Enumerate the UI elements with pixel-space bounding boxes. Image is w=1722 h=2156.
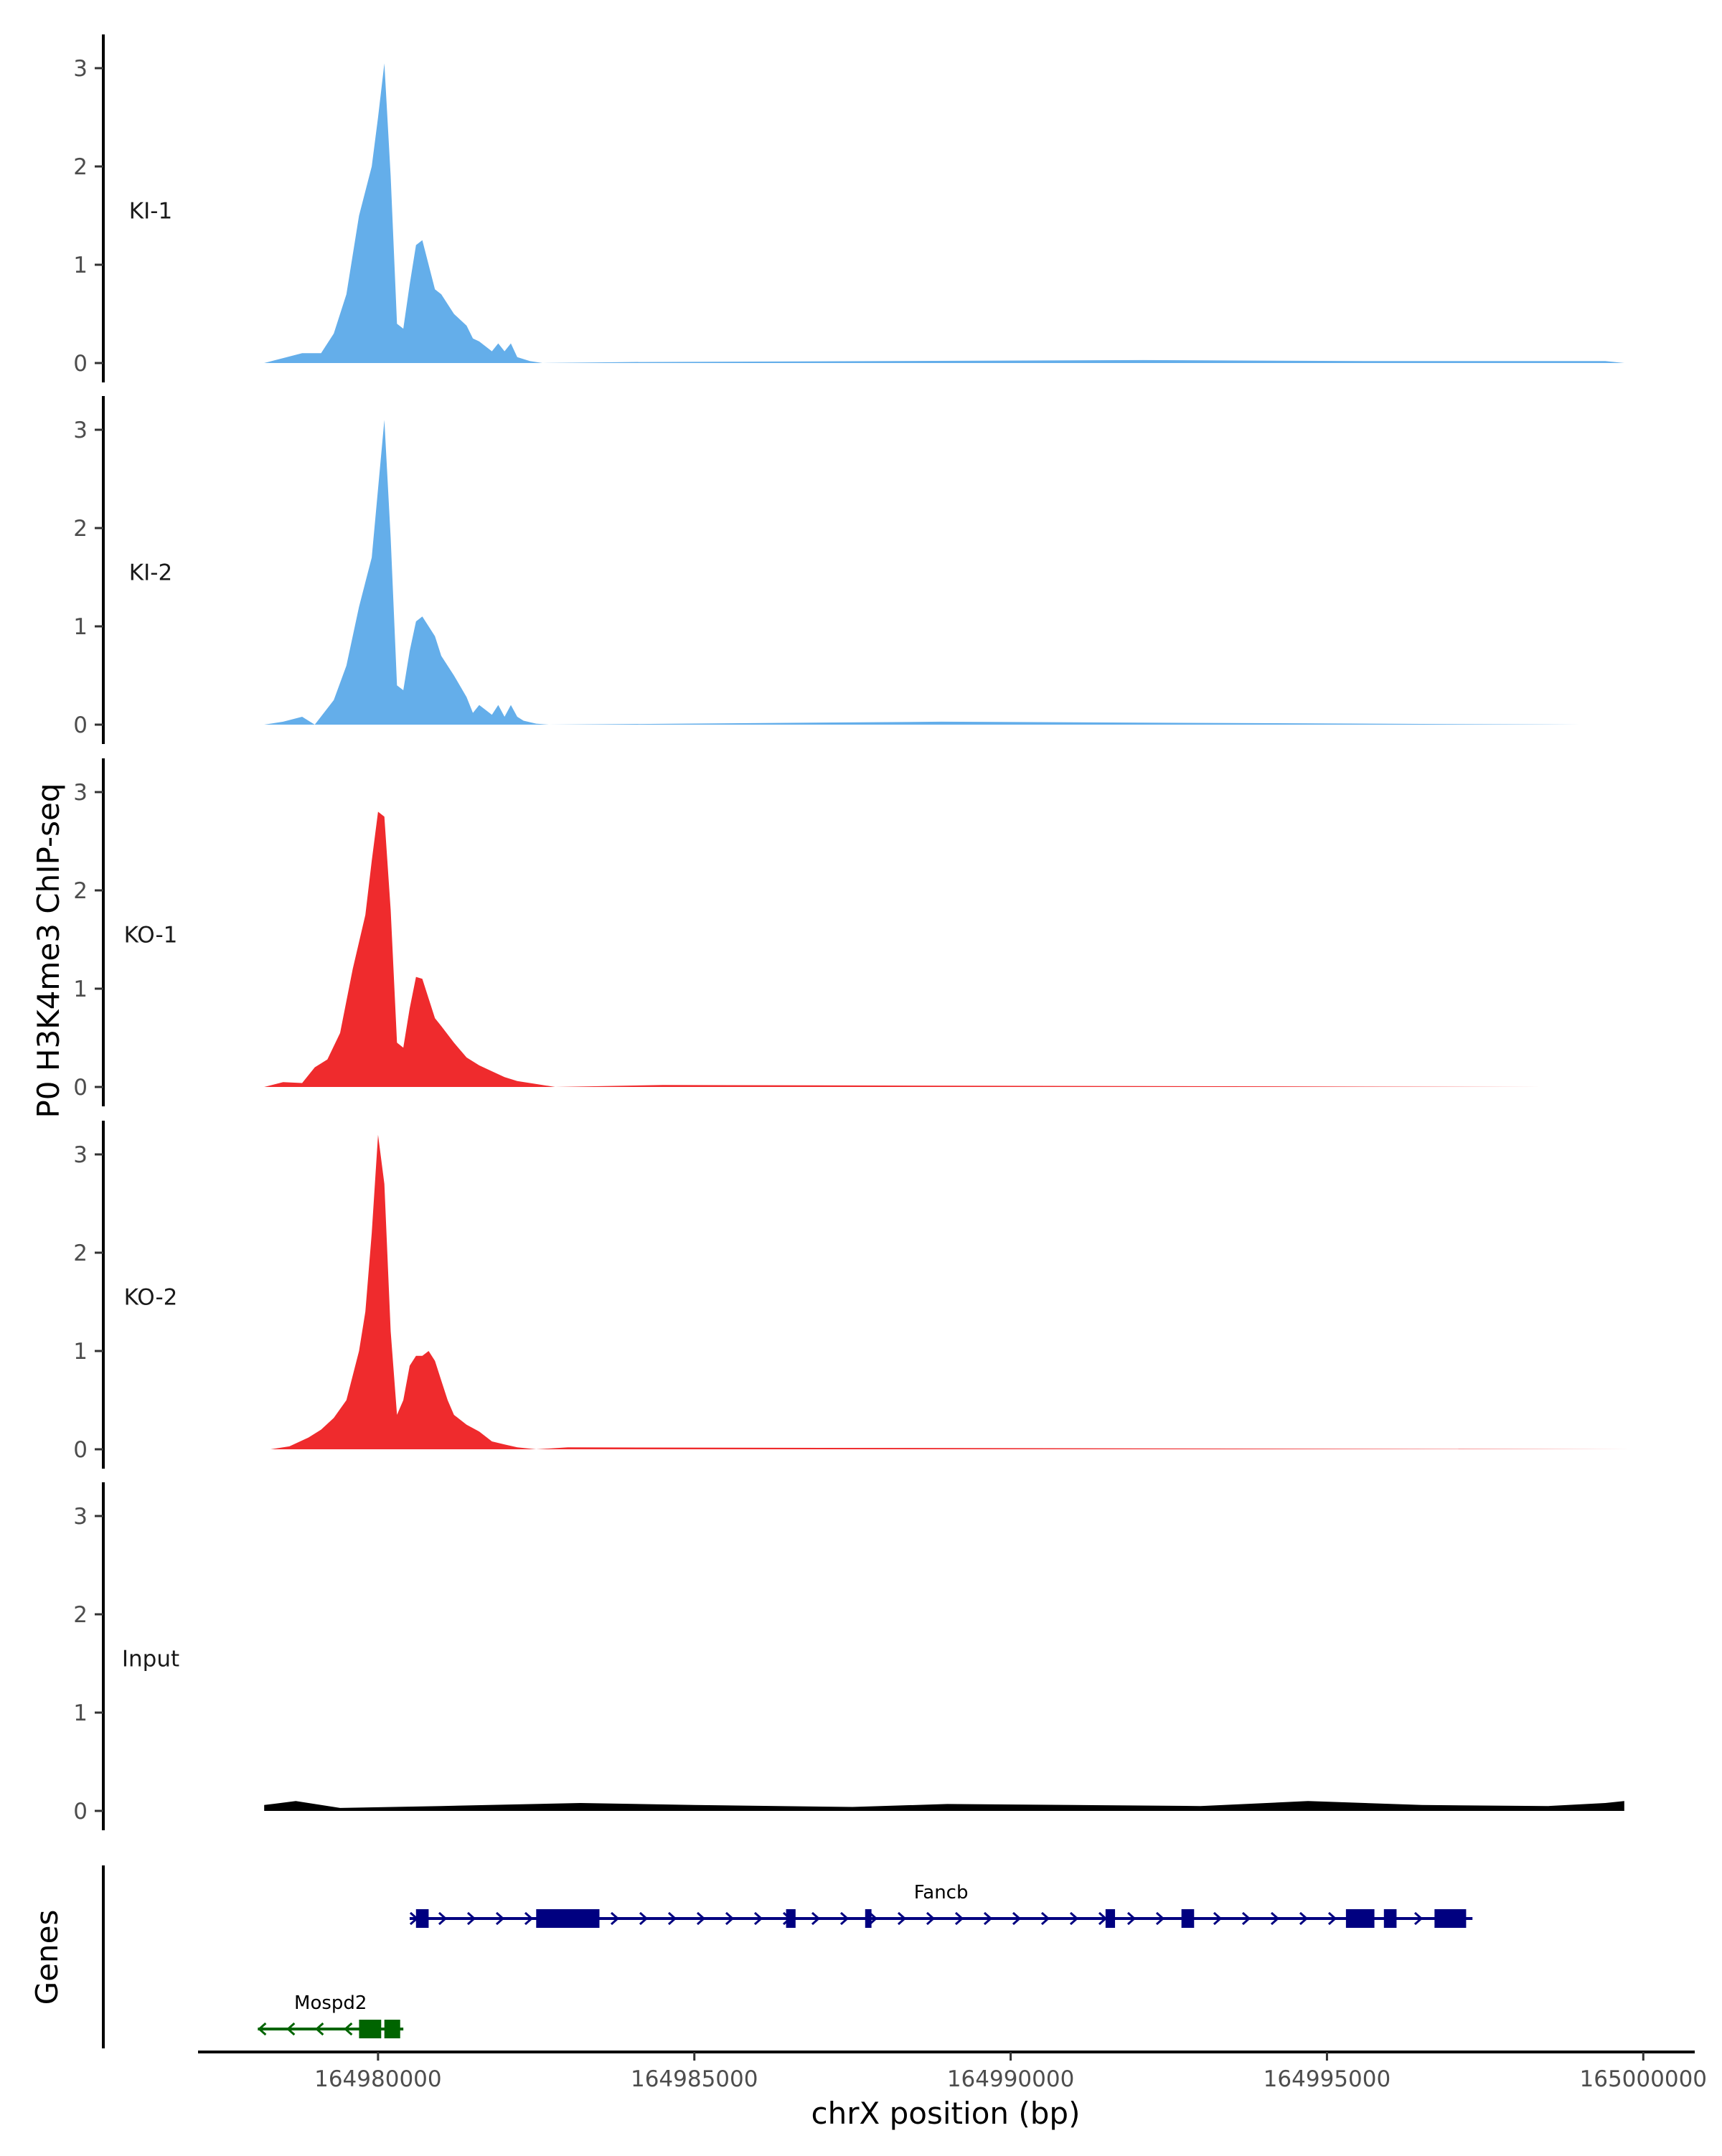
strand-chevron (696, 1911, 706, 1926)
y-tick-label: 2 (73, 1241, 88, 1266)
y-tick-label: 2 (73, 1602, 88, 1628)
strand-chevron (954, 1911, 964, 1926)
strand-chevron (344, 2022, 353, 2036)
exon (415, 1909, 429, 1928)
signal-area-ki-1 (264, 63, 1624, 363)
strand-chevron (725, 1911, 735, 1926)
y-tick-label: 3 (73, 56, 88, 82)
signal-area-ki-2 (264, 420, 1581, 725)
strand-chevron (983, 1911, 993, 1926)
signal-area-input (264, 1801, 1624, 1811)
track-ko-1: 0 1 2 3 KO-1 (73, 758, 1543, 1106)
y-tick-label: 2 (73, 878, 88, 904)
strand-chevron (1040, 1911, 1050, 1926)
strand-chevron (811, 1911, 821, 1926)
exon (786, 1909, 796, 1928)
y-tick-label: 1 (73, 1700, 88, 1726)
strand-chevron (926, 1911, 936, 1926)
strand-chevron (1126, 1911, 1137, 1926)
strand-chevron (1299, 1911, 1309, 1926)
strand-chevron (897, 1911, 907, 1926)
x-tick-label: 164990000 (947, 2066, 1075, 2092)
y-tick-label: 3 (73, 1504, 88, 1530)
exon (359, 2020, 382, 2038)
strand-chevron (639, 1911, 649, 1926)
strand-chevron (315, 2022, 324, 2036)
x-axis-title: chrX position (bp) (811, 2096, 1081, 2131)
track-label: KO-2 (124, 1285, 178, 1311)
x-tick-label: 164995000 (1264, 2066, 1391, 2092)
exon (1345, 1909, 1375, 1928)
strand-chevron (868, 1911, 878, 1926)
strand-chevron (1413, 1911, 1424, 1926)
y-tick-label: 3 (73, 780, 88, 806)
gene-label: Mospd2 (294, 1992, 367, 2014)
exon (384, 2020, 400, 2038)
strand-chevron (258, 2022, 267, 2036)
track-input: 0 1 2 3 Input (73, 1482, 1624, 1830)
y-tick-label: 0 (73, 1799, 88, 1825)
gene-label: Fancb (914, 1882, 969, 1903)
exon (1105, 1909, 1116, 1928)
y-tick-label: 0 (73, 1075, 88, 1101)
strand-chevron (753, 1911, 763, 1926)
y-axis-title: P0 H3K4me3 ChIP-seq (31, 783, 66, 1118)
x-tick-label: 164980000 (314, 2066, 442, 2092)
exon (1434, 1909, 1467, 1928)
gene-fancb: Fancb (409, 1882, 1473, 1928)
strand-chevron (286, 2022, 296, 2036)
strand-chevron (1012, 1911, 1022, 1926)
strand-chevron (667, 1911, 677, 1926)
gene-mospd2: Mospd2 (258, 1992, 404, 2038)
y-tick-label: 3 (73, 418, 88, 443)
track-label: KO-1 (124, 923, 178, 948)
x-tick-label: 164985000 (631, 2066, 758, 2092)
track-label: KI-1 (129, 199, 172, 225)
y-tick-label: 0 (73, 351, 88, 377)
strand-chevron (1155, 1911, 1165, 1926)
exon (865, 1909, 872, 1928)
y-tick-label: 1 (73, 976, 88, 1002)
strand-chevron (1327, 1911, 1337, 1926)
strand-chevron (1270, 1911, 1280, 1926)
signal-area-ko-2 (270, 1134, 1631, 1449)
strand-chevron (1241, 1911, 1251, 1926)
strand-chevron (1069, 1911, 1079, 1926)
y-tick-label: 1 (73, 1339, 88, 1365)
exon (1383, 1909, 1397, 1928)
y-tick-label: 0 (73, 1437, 88, 1463)
y-tick-label: 2 (73, 516, 88, 542)
strand-chevron (1213, 1911, 1223, 1926)
exon (1181, 1909, 1195, 1928)
track-label: KI-2 (129, 560, 172, 586)
x-tick-label: 165000000 (1580, 2066, 1708, 2092)
y-tick-label: 1 (73, 253, 88, 278)
y-tick-label: 2 (73, 154, 88, 180)
strand-chevron (839, 1911, 850, 1926)
track-ko-2: 0 1 2 3 KO-2 (73, 1121, 1631, 1469)
strand-chevron (524, 1911, 534, 1926)
strand-chevron (495, 1911, 505, 1926)
strand-chevron (466, 1911, 476, 1926)
signal-area-ko-1 (264, 811, 1543, 1087)
track-label: Input (122, 1647, 179, 1672)
track-ki-2: 0 1 2 3 KI-2 (73, 396, 1581, 744)
exon (536, 1909, 600, 1928)
genes-track-title: Genes (29, 1910, 65, 2005)
y-tick-label: 1 (73, 614, 88, 640)
y-tick-label: 0 (73, 712, 88, 738)
strand-chevron (438, 1911, 448, 1926)
strand-chevron (610, 1911, 620, 1926)
y-tick-label: 3 (73, 1142, 88, 1168)
track-ki-1: 0 1 2 3 KI-1 (73, 34, 1624, 382)
